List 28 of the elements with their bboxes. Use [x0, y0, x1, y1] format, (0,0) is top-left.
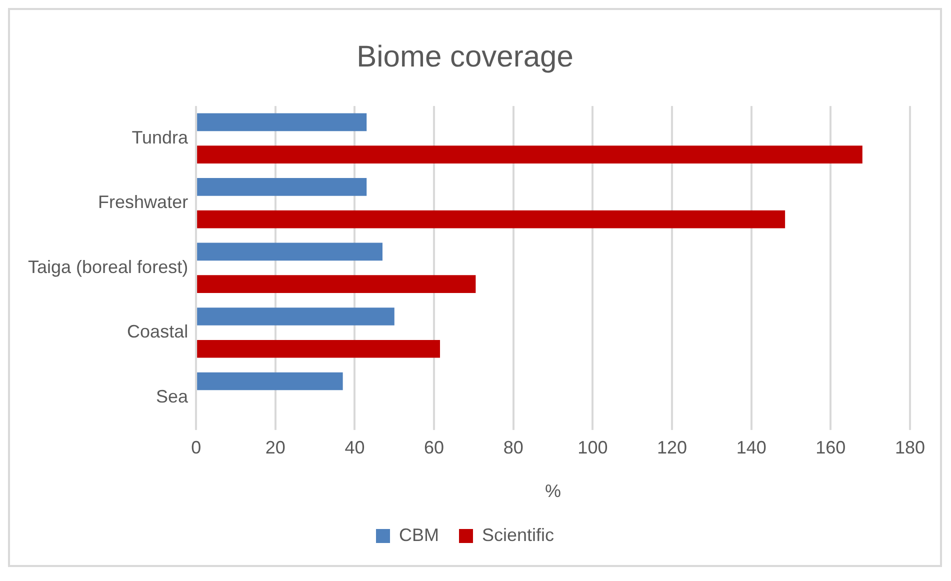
x-tick-label: 120 — [657, 438, 688, 458]
bar — [197, 178, 367, 196]
bar — [197, 242, 382, 261]
x-tick-label: 20 — [265, 438, 286, 458]
x-tick-label: 160 — [816, 438, 846, 458]
y-tick-label: Sea — [156, 386, 190, 406]
y-tick-label: Taiga (boreal forest) — [28, 256, 188, 277]
bar — [197, 113, 367, 132]
bar — [197, 146, 862, 164]
bar — [197, 275, 476, 293]
x-axis-title: % — [545, 481, 562, 502]
chart-title: Biome coverage — [356, 40, 574, 74]
x-tick-label: 140 — [736, 438, 766, 458]
bar — [197, 210, 786, 228]
x-tick-label: 0 — [191, 438, 202, 458]
x-tick-label: 180 — [894, 438, 926, 458]
x-tick-label: 40 — [344, 438, 365, 458]
legend-label: Scientific — [482, 524, 554, 545]
bar — [197, 372, 343, 390]
y-tick-label: Freshwater — [98, 192, 188, 212]
legend-label: CBM — [398, 524, 439, 545]
x-tick-label: 100 — [578, 438, 608, 458]
y-tick-label: Tundra — [132, 127, 190, 148]
x-tick-label: 60 — [424, 438, 444, 458]
bar — [197, 340, 440, 358]
y-tick-label: Coastal — [127, 322, 188, 342]
x-tick-label: 80 — [503, 438, 524, 458]
bar — [197, 308, 394, 326]
